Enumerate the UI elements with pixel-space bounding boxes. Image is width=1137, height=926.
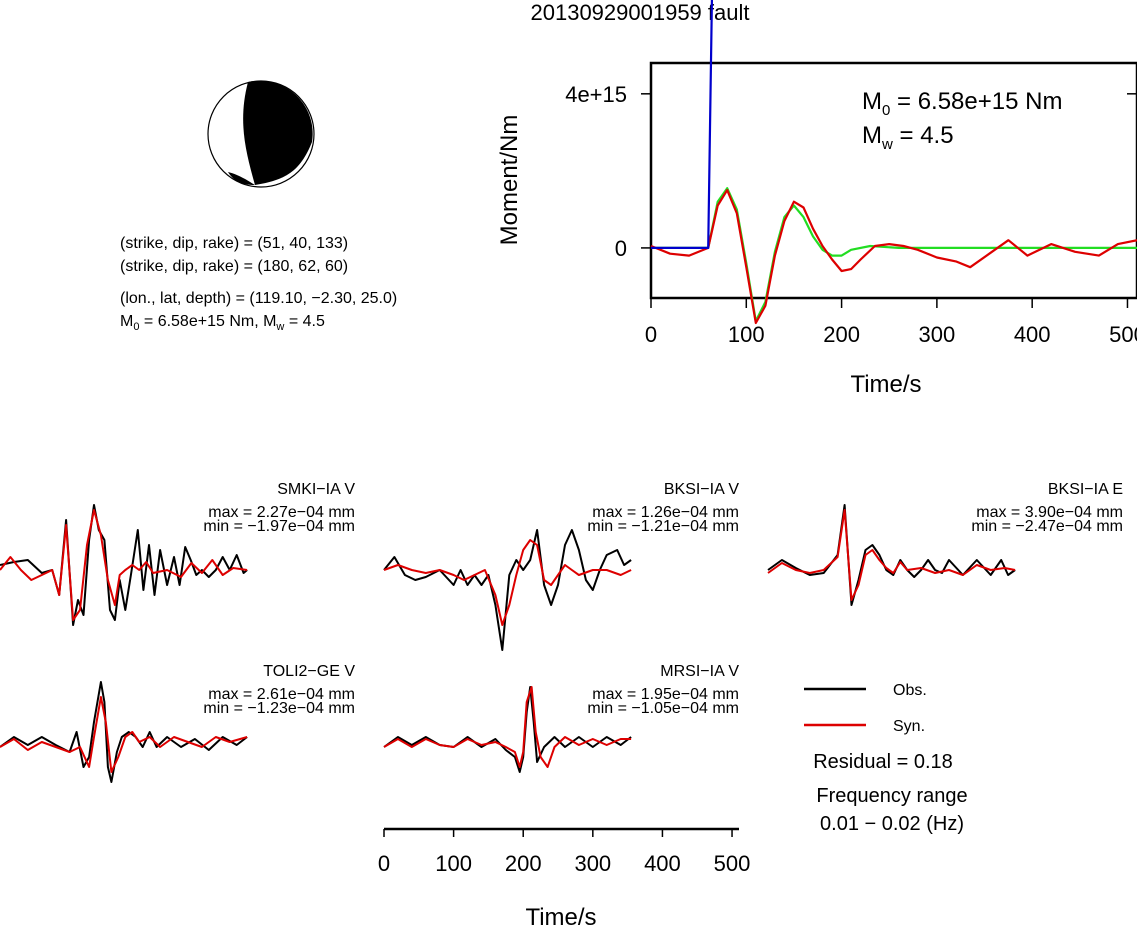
waveform-x-tick-label-3: 300 — [574, 851, 611, 876]
moment-x-tick-label-0: 0 — [645, 322, 657, 347]
moment-m0-symbol: M — [862, 88, 882, 115]
mw-value: = 4.5 — [284, 313, 325, 330]
moment-y-axis-label: Moment/Nm — [496, 115, 523, 246]
station-syn-trace — [383, 539, 632, 626]
station-name: BKSI−IA V — [664, 481, 739, 498]
figure-title: 20130929001959 fault — [531, 0, 750, 25]
moment-chart: 010020030040050004e+15 Moment/Nm Time/s … — [496, 0, 1137, 398]
moment-x-axis-label: Time/s — [850, 371, 921, 398]
frequency-range-label: Frequency range — [816, 785, 967, 807]
moment-summary-line: M0 = 6.58e+15 Nm, Mw = 4.5 — [120, 313, 325, 333]
station-max: max = 2.61e−04 mm — [208, 686, 355, 703]
station-max: max = 1.95e−04 mm — [592, 686, 739, 703]
moment-x-tick-label-3: 300 — [919, 322, 956, 347]
moment-chart-marks: 0 100 200 300 400 500 0 4e+15 — [565, 0, 1137, 347]
mechanism-line-2: (strike, dip, rake) = (180, 62, 60) — [120, 258, 348, 275]
station-max: max = 3.90e−04 mm — [976, 504, 1123, 521]
station-name: SMKI−IA V — [277, 481, 355, 498]
residual-label: Residual = 0.18 — [813, 751, 953, 773]
waveform-x-tick-label-2: 200 — [505, 851, 542, 876]
location-line: (lon., lat, depth) = (119.10, −2.30, 25.… — [120, 290, 397, 307]
station-min: min = −2.47e−04 mm — [971, 518, 1123, 535]
stf-obs-curve — [651, 187, 1137, 323]
moment-curve — [651, 0, 714, 249]
station-syn-trace — [383, 686, 632, 768]
frequency-range-value: 0.01 − 0.02 (Hz) — [820, 813, 964, 835]
station-syn-trace — [0, 696, 248, 773]
waveform-x-tick-label-0: 0 — [378, 851, 390, 876]
station-min: min = −1.23e−04 mm — [203, 700, 355, 717]
station-syn-trace — [0, 509, 248, 621]
waveform-x-tick-label-5: 500 — [714, 851, 751, 876]
station-min: min = −1.05e−04 mm — [587, 700, 739, 717]
moment-y-tick-label-1: 4e+15 — [565, 82, 627, 107]
legend: Obs. Syn. — [804, 682, 927, 735]
moment-mw-subscript: w — [881, 136, 893, 153]
moment-mw-symbol: M — [862, 122, 882, 149]
legend-syn-label: Syn. — [893, 718, 925, 735]
moment-mw-label: Mw = 4.5 — [862, 122, 954, 153]
legend-obs-label: Obs. — [893, 682, 927, 699]
moment-x-tick-label-4: 400 — [1014, 322, 1051, 347]
moment-m0-label: M0 = 6.58e+15 Nm — [862, 88, 1062, 119]
mechanism-line-1: (strike, dip, rake) = (51, 40, 133) — [120, 235, 348, 252]
moment-x-tick-label-5: 500 — [1109, 322, 1137, 347]
mw-subscript: w — [275, 321, 284, 333]
beachball-icon — [207, 80, 315, 188]
waveform-x-tick-label-1: 100 — [435, 851, 472, 876]
station-obs-trace — [383, 529, 632, 651]
stf-syn-curve — [650, 189, 1137, 325]
station-name: BKSI−IA E — [1048, 481, 1123, 498]
station-name: TOLI2−GE V — [263, 663, 355, 680]
station-max: max = 1.26e−04 mm — [592, 504, 739, 521]
moment-m0-value: = 6.58e+15 Nm — [890, 88, 1062, 115]
station-min: min = −1.97e−04 mm — [203, 518, 355, 535]
station-max: max = 2.27e−04 mm — [208, 504, 355, 521]
moment-plot-frame — [649, 61, 1137, 300]
moment-mw-value: = 4.5 — [893, 122, 954, 149]
waveform-x-axis-label: Time/s — [525, 904, 596, 926]
m0-subscript: 0 — [133, 321, 139, 333]
waveform-x-axis: 0 100 200 300 400 500 — [378, 827, 751, 876]
moment-m0-subscript: 0 — [882, 102, 890, 119]
m0-value: = 6.58e+15 Nm, M — [139, 313, 276, 330]
moment-x-tick-label-2: 200 — [823, 322, 860, 347]
waveform-x-tick-label-4: 400 — [644, 851, 681, 876]
station-name: MRSI−IA V — [660, 663, 739, 680]
moment-y-tick-label-0: 0 — [615, 236, 627, 261]
station-syn-trace — [767, 509, 1016, 601]
m0-symbol: M — [120, 313, 133, 330]
station-min: min = −1.21e−04 mm — [587, 518, 739, 535]
moment-x-tick-label-1: 100 — [728, 322, 765, 347]
